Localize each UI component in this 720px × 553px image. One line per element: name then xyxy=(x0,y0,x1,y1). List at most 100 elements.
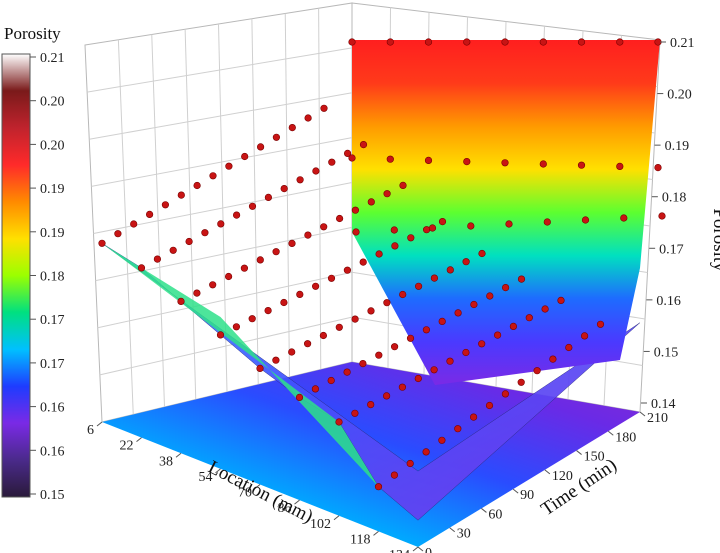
data-point xyxy=(462,348,470,357)
data-point xyxy=(359,258,367,266)
x-tick-mark xyxy=(96,421,103,427)
data-point xyxy=(348,38,356,46)
data-point xyxy=(470,413,478,421)
data-point xyxy=(462,258,470,266)
x-tick-mark xyxy=(294,499,300,505)
data-point xyxy=(201,229,209,237)
colorbar-tick-label: 0.20 xyxy=(40,138,65,153)
x-axis-ticks: 6 22 38 54 70 86 102 118 134 xyxy=(87,421,419,553)
z-tick-label: 0.21 xyxy=(670,36,695,51)
data-point xyxy=(209,172,217,180)
x-tick-mark xyxy=(175,452,182,458)
surface-wall xyxy=(352,40,660,385)
data-point xyxy=(264,193,273,201)
data-point xyxy=(209,281,217,289)
data-point xyxy=(348,154,356,162)
colorbar-tick-label: 0.19 xyxy=(40,182,65,197)
z-tick-label: 0.19 xyxy=(665,139,690,154)
data-point xyxy=(577,38,586,46)
data-points xyxy=(98,38,666,491)
x-tick-label: 118 xyxy=(350,532,370,547)
z-axis-ticks: 0.21 0.20 0.19 0.18 0.17 0.16 0.15 0.14 xyxy=(641,36,695,412)
x-tick-mark xyxy=(412,546,419,552)
z-tick-label: 0.18 xyxy=(662,191,687,206)
data-point xyxy=(549,355,557,363)
data-point xyxy=(539,160,547,168)
data-point xyxy=(430,274,439,282)
data-point xyxy=(320,223,328,231)
data-point xyxy=(367,307,375,315)
data-point xyxy=(386,155,394,163)
data-point xyxy=(177,191,185,199)
data-point xyxy=(374,483,383,491)
data-point xyxy=(137,264,146,272)
y-tick-mark xyxy=(481,508,487,513)
data-point xyxy=(233,211,241,219)
data-point xyxy=(304,340,312,348)
data-point xyxy=(383,299,391,307)
data-point xyxy=(399,181,407,189)
data-point xyxy=(351,315,359,323)
data-point xyxy=(256,256,264,264)
z-axis-label: Porosity xyxy=(709,208,720,272)
colorbar-strip xyxy=(1,53,31,498)
data-point xyxy=(505,220,513,228)
data-point xyxy=(169,246,177,254)
data-point xyxy=(517,275,526,283)
y-tick-label: 210 xyxy=(647,411,668,426)
data-point xyxy=(241,152,249,161)
data-point xyxy=(296,290,304,299)
data-point xyxy=(430,366,438,374)
data-point xyxy=(367,401,375,409)
data-point xyxy=(654,164,662,172)
data-point xyxy=(422,448,430,456)
data-point xyxy=(399,290,407,299)
data-point xyxy=(478,340,486,348)
colorbar-title: Porosity xyxy=(4,24,61,43)
data-point xyxy=(343,368,351,376)
data-point xyxy=(438,436,446,444)
data-point xyxy=(343,266,352,274)
data-point xyxy=(264,307,272,315)
x-tick-label: 6 xyxy=(87,423,94,438)
data-point xyxy=(407,234,415,242)
data-point xyxy=(344,149,352,157)
x-tick-label: 38 xyxy=(159,454,173,469)
x-tick-label: 54 xyxy=(199,470,213,485)
data-point xyxy=(581,216,590,224)
data-point xyxy=(517,378,525,386)
grid-line xyxy=(318,8,322,370)
data-point xyxy=(248,202,257,210)
data-point xyxy=(467,222,475,230)
data-point xyxy=(130,220,138,228)
data-point xyxy=(327,274,336,282)
z-tick-label: 0.17 xyxy=(659,242,684,257)
data-point xyxy=(217,220,225,228)
data-point xyxy=(193,289,201,297)
data-point xyxy=(351,409,359,417)
data-point xyxy=(565,343,573,352)
data-point xyxy=(616,38,624,46)
y-tick-label: 180 xyxy=(615,430,636,445)
data-point xyxy=(386,38,394,46)
data-point xyxy=(232,323,240,331)
grid-line xyxy=(251,18,259,385)
colorbar-tick-label: 0.19 xyxy=(40,226,65,241)
data-point xyxy=(351,206,360,214)
data-point xyxy=(424,156,433,164)
y-tick-label: 150 xyxy=(584,450,605,465)
x-tick-label: 70 xyxy=(238,486,252,501)
data-point xyxy=(390,471,399,479)
data-point xyxy=(463,158,471,166)
data-point xyxy=(359,360,367,368)
data-point xyxy=(312,282,320,290)
y-tick-label: 30 xyxy=(457,527,471,542)
data-point xyxy=(446,266,454,274)
data-point xyxy=(398,383,407,391)
colorbar: Porosity 0.21 0.20 0.20 0.19 0.19 0.18 0.17 0.1… xyxy=(1,24,65,503)
data-point xyxy=(438,218,447,226)
data-point xyxy=(225,162,233,170)
data-point xyxy=(454,425,462,433)
